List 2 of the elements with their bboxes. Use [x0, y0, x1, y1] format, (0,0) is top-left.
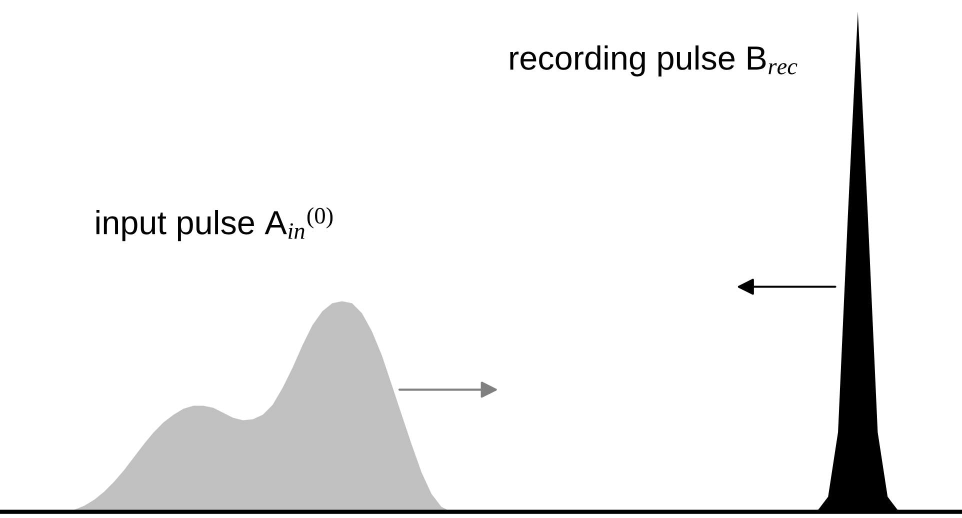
series-label: input pulse A$_{in}$$^{(0)}$	[96, 207, 333, 242]
series-label: recording pulse B$_{rec}$	[510, 45, 798, 76]
